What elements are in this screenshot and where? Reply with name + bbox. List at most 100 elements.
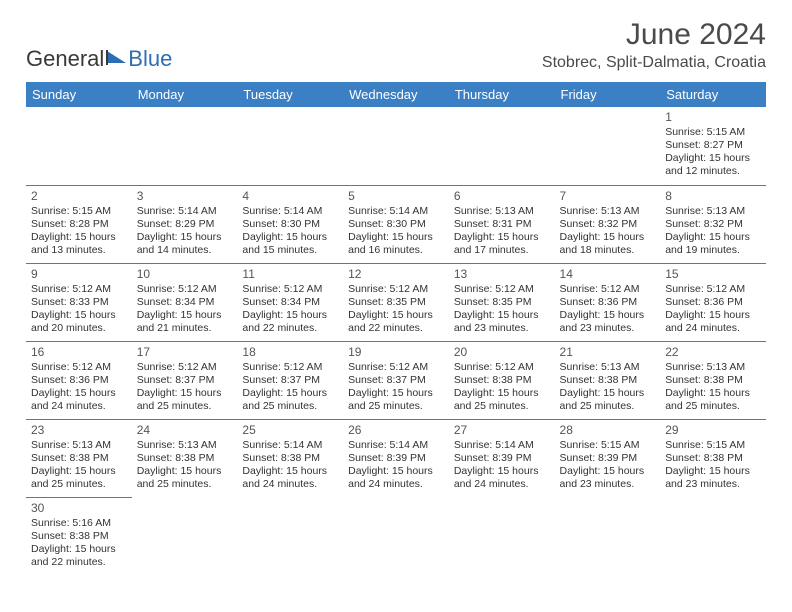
day-header: Saturday [660, 82, 766, 107]
day-number: 16 [31, 345, 127, 360]
day-number: 8 [665, 189, 761, 204]
calendar-cell-empty [449, 107, 555, 185]
sunrise-text: Sunrise: 5:12 AM [348, 283, 444, 296]
calendar-cell: 8Sunrise: 5:13 AMSunset: 8:32 PMDaylight… [660, 185, 766, 263]
sunset-text: Sunset: 8:35 PM [454, 296, 550, 309]
sunset-text: Sunset: 8:39 PM [560, 452, 656, 465]
calendar-cell-empty [449, 497, 555, 575]
sunset-text: Sunset: 8:34 PM [137, 296, 233, 309]
calendar-table: Sunday Monday Tuesday Wednesday Thursday… [26, 82, 766, 575]
day-number: 19 [348, 345, 444, 360]
sunrise-text: Sunrise: 5:12 AM [31, 361, 127, 374]
calendar-cell: 5Sunrise: 5:14 AMSunset: 8:30 PMDaylight… [343, 185, 449, 263]
day-number: 27 [454, 423, 550, 438]
daylight-text: Daylight: 15 hours and 13 minutes. [31, 231, 127, 257]
calendar-cell: 23Sunrise: 5:13 AMSunset: 8:38 PMDayligh… [26, 419, 132, 497]
daylight-text: Daylight: 15 hours and 25 minutes. [454, 387, 550, 413]
day-number: 5 [348, 189, 444, 204]
sunrise-text: Sunrise: 5:12 AM [242, 283, 338, 296]
sunset-text: Sunset: 8:38 PM [137, 452, 233, 465]
sunrise-text: Sunrise: 5:13 AM [560, 361, 656, 374]
calendar-row: 2Sunrise: 5:15 AMSunset: 8:28 PMDaylight… [26, 185, 766, 263]
day-number: 30 [31, 501, 127, 516]
daylight-text: Daylight: 15 hours and 23 minutes. [560, 309, 656, 335]
calendar-cell-empty [237, 107, 343, 185]
calendar-cell: 14Sunrise: 5:12 AMSunset: 8:36 PMDayligh… [555, 263, 661, 341]
calendar-cell-empty [660, 497, 766, 575]
sunrise-text: Sunrise: 5:13 AM [560, 205, 656, 218]
day-number: 2 [31, 189, 127, 204]
daylight-text: Daylight: 15 hours and 22 minutes. [242, 309, 338, 335]
sunrise-text: Sunrise: 5:12 AM [560, 283, 656, 296]
sunset-text: Sunset: 8:39 PM [348, 452, 444, 465]
day-header: Thursday [449, 82, 555, 107]
logo-text-a: General [26, 46, 104, 72]
location: Stobrec, Split-Dalmatia, Croatia [542, 54, 766, 72]
daylight-text: Daylight: 15 hours and 24 minutes. [665, 309, 761, 335]
daylight-text: Daylight: 15 hours and 24 minutes. [31, 387, 127, 413]
sunset-text: Sunset: 8:38 PM [31, 530, 127, 543]
day-number: 3 [137, 189, 233, 204]
sunset-text: Sunset: 8:32 PM [560, 218, 656, 231]
sunset-text: Sunset: 8:37 PM [137, 374, 233, 387]
sunrise-text: Sunrise: 5:14 AM [242, 205, 338, 218]
sunset-text: Sunset: 8:39 PM [454, 452, 550, 465]
day-number: 15 [665, 267, 761, 282]
calendar-cell: 15Sunrise: 5:12 AMSunset: 8:36 PMDayligh… [660, 263, 766, 341]
title-block: June 2024 Stobrec, Split-Dalmatia, Croat… [542, 18, 766, 72]
daylight-text: Daylight: 15 hours and 22 minutes. [348, 309, 444, 335]
daylight-text: Daylight: 15 hours and 23 minutes. [454, 309, 550, 335]
daylight-text: Daylight: 15 hours and 23 minutes. [665, 465, 761, 491]
calendar-row: 23Sunrise: 5:13 AMSunset: 8:38 PMDayligh… [26, 419, 766, 497]
calendar-cell: 12Sunrise: 5:12 AMSunset: 8:35 PMDayligh… [343, 263, 449, 341]
sunrise-text: Sunrise: 5:13 AM [31, 439, 127, 452]
daylight-text: Daylight: 15 hours and 24 minutes. [348, 465, 444, 491]
calendar-cell: 30Sunrise: 5:16 AMSunset: 8:38 PMDayligh… [26, 497, 132, 575]
sunrise-text: Sunrise: 5:15 AM [665, 439, 761, 452]
daylight-text: Daylight: 15 hours and 24 minutes. [454, 465, 550, 491]
sunset-text: Sunset: 8:38 PM [31, 452, 127, 465]
sunset-text: Sunset: 8:36 PM [560, 296, 656, 309]
day-number: 1 [665, 110, 761, 125]
calendar-cell: 3Sunrise: 5:14 AMSunset: 8:29 PMDaylight… [132, 185, 238, 263]
calendar-cell: 22Sunrise: 5:13 AMSunset: 8:38 PMDayligh… [660, 341, 766, 419]
calendar-cell: 21Sunrise: 5:13 AMSunset: 8:38 PMDayligh… [555, 341, 661, 419]
sunset-text: Sunset: 8:28 PM [31, 218, 127, 231]
calendar-cell: 25Sunrise: 5:14 AMSunset: 8:38 PMDayligh… [237, 419, 343, 497]
day-number: 6 [454, 189, 550, 204]
sunset-text: Sunset: 8:38 PM [665, 374, 761, 387]
day-header: Wednesday [343, 82, 449, 107]
calendar-cell-empty [343, 107, 449, 185]
calendar-cell: 4Sunrise: 5:14 AMSunset: 8:30 PMDaylight… [237, 185, 343, 263]
calendar-cell: 19Sunrise: 5:12 AMSunset: 8:37 PMDayligh… [343, 341, 449, 419]
sunset-text: Sunset: 8:36 PM [31, 374, 127, 387]
daylight-text: Daylight: 15 hours and 22 minutes. [31, 543, 127, 569]
calendar-cell: 2Sunrise: 5:15 AMSunset: 8:28 PMDaylight… [26, 185, 132, 263]
sunset-text: Sunset: 8:30 PM [348, 218, 444, 231]
day-number: 11 [242, 267, 338, 282]
calendar-cell: 17Sunrise: 5:12 AMSunset: 8:37 PMDayligh… [132, 341, 238, 419]
sunrise-text: Sunrise: 5:15 AM [665, 126, 761, 139]
day-header-row: Sunday Monday Tuesday Wednesday Thursday… [26, 82, 766, 107]
daylight-text: Daylight: 15 hours and 25 minutes. [137, 387, 233, 413]
sunset-text: Sunset: 8:34 PM [242, 296, 338, 309]
sunrise-text: Sunrise: 5:13 AM [454, 205, 550, 218]
sunset-text: Sunset: 8:38 PM [560, 374, 656, 387]
day-number: 7 [560, 189, 656, 204]
day-number: 17 [137, 345, 233, 360]
calendar-cell-empty [555, 497, 661, 575]
calendar-cell: 6Sunrise: 5:13 AMSunset: 8:31 PMDaylight… [449, 185, 555, 263]
sunset-text: Sunset: 8:27 PM [665, 139, 761, 152]
day-number: 14 [560, 267, 656, 282]
calendar-cell: 24Sunrise: 5:13 AMSunset: 8:38 PMDayligh… [132, 419, 238, 497]
day-number: 24 [137, 423, 233, 438]
sunrise-text: Sunrise: 5:14 AM [137, 205, 233, 218]
sunset-text: Sunset: 8:36 PM [665, 296, 761, 309]
day-header: Tuesday [237, 82, 343, 107]
day-number: 10 [137, 267, 233, 282]
daylight-text: Daylight: 15 hours and 25 minutes. [31, 465, 127, 491]
day-number: 13 [454, 267, 550, 282]
daylight-text: Daylight: 15 hours and 20 minutes. [31, 309, 127, 335]
sunset-text: Sunset: 8:37 PM [242, 374, 338, 387]
calendar-cell: 11Sunrise: 5:12 AMSunset: 8:34 PMDayligh… [237, 263, 343, 341]
